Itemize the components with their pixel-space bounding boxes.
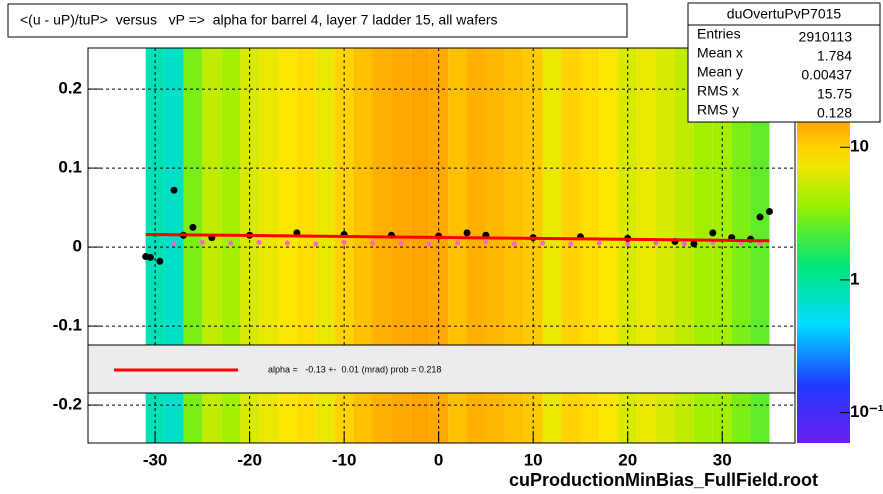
profile-point <box>690 240 698 248</box>
stats-value: 2910113 <box>799 29 853 45</box>
y-tick-label: -0.1 <box>53 316 82 335</box>
profile-point <box>170 186 178 194</box>
heat-cell <box>542 48 562 443</box>
heat-cell <box>259 48 278 443</box>
heat-cell <box>372 48 392 443</box>
stats-value: 0.128 <box>817 105 852 121</box>
stats-value: 1.784 <box>817 48 852 64</box>
profile-point <box>540 240 546 246</box>
profile-point <box>765 208 773 216</box>
heat-cell <box>467 48 486 443</box>
footer: cuProductionMinBias_FullField.root <box>509 470 818 490</box>
heat-cell <box>202 48 222 443</box>
stats-label: Mean y <box>697 64 743 80</box>
x-tick-label: -30 <box>143 450 168 469</box>
profile-point <box>681 241 687 247</box>
z-tick-label: 10⁻¹ <box>850 402 883 421</box>
stats-box <box>687 2 881 123</box>
heat-cell <box>296 48 316 443</box>
profile-point <box>228 240 234 246</box>
x-tick-label: 20 <box>618 450 637 469</box>
title-box <box>7 3 628 38</box>
fit-line <box>145 232 770 243</box>
heat-cell <box>240 48 260 443</box>
heat-cell <box>599 48 619 443</box>
x-tick-label: 10 <box>524 450 543 469</box>
profile-point <box>483 239 489 245</box>
heat-cell <box>315 48 335 443</box>
x-tick-label: 30 <box>713 450 732 469</box>
profile-point <box>284 240 290 246</box>
profile-point <box>426 241 432 247</box>
profile-point <box>171 241 177 247</box>
heat-cell <box>637 48 657 443</box>
z-tick-label: 1 <box>850 269 859 288</box>
profile-point <box>625 241 631 247</box>
heat-cell <box>353 48 373 443</box>
profile-point <box>709 229 717 237</box>
profile-point <box>463 229 471 237</box>
stats-label: Entries <box>697 26 741 42</box>
legend-text: alpha = -0.13 +- 0.01 (mrad) prob = 0.21… <box>268 364 441 374</box>
stats-value: 15.75 <box>817 86 852 102</box>
heat-cell <box>656 48 675 443</box>
stats-label: RMS y <box>697 102 739 118</box>
frame <box>87 47 796 444</box>
heat-cell <box>693 48 713 443</box>
heat-cell <box>429 48 449 443</box>
profile-point <box>370 240 376 246</box>
heat-cell <box>712 48 732 443</box>
chart-title: <(u - uP)/tuP> versus vP => alpha for ba… <box>20 12 498 28</box>
heat-cell <box>580 48 600 443</box>
x-tick-label: -10 <box>332 450 357 469</box>
profile-point <box>596 240 602 246</box>
stats-title: duOvertuPvP7015 <box>727 6 842 22</box>
y-tick-label: 0.2 <box>58 79 82 98</box>
heat-cell <box>334 48 354 443</box>
profile-point <box>455 240 461 246</box>
profile-point <box>511 241 517 247</box>
profile-point <box>756 213 764 221</box>
heat-cell <box>523 48 543 443</box>
heat-cell <box>410 48 430 443</box>
y-tick-label: -0.2 <box>53 395 82 414</box>
profile-point <box>256 239 262 245</box>
profile-point <box>199 239 205 245</box>
y-tick-label: 0 <box>73 237 82 256</box>
profile-point <box>568 241 574 247</box>
profile-point <box>156 257 164 265</box>
stats-value: 0.00437 <box>801 67 852 83</box>
profile-point <box>146 253 154 261</box>
heat-cell <box>485 48 505 443</box>
stats-label: Mean x <box>697 45 743 61</box>
profile-point <box>398 240 404 246</box>
profile-point <box>313 241 319 247</box>
profile-point <box>341 239 347 245</box>
heat-cell <box>183 48 203 443</box>
y-tick-label: 0.1 <box>58 158 82 177</box>
x-tick-label: -20 <box>237 450 262 469</box>
stats-label: RMS x <box>697 83 739 99</box>
z-tick-label: 10 <box>850 137 869 156</box>
profile-point <box>189 223 197 231</box>
heat-cell <box>145 48 165 443</box>
x-tick-label: 0 <box>434 450 443 469</box>
profile-point <box>653 240 659 246</box>
